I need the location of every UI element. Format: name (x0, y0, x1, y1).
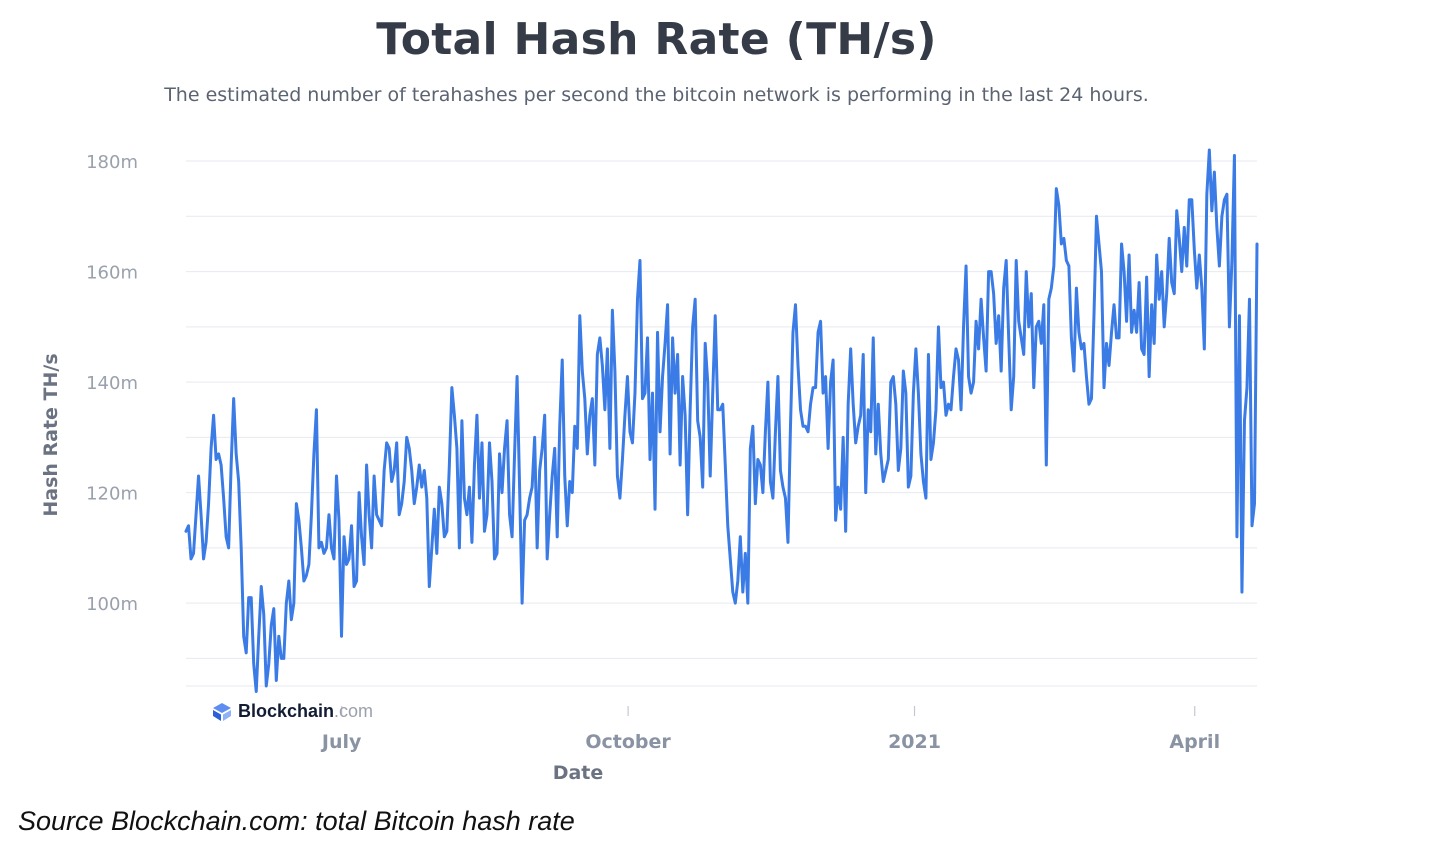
blockchain-watermark: Blockchain .com (212, 701, 373, 722)
x-tick-label: April (1169, 731, 1220, 753)
chart-subtitle: The estimated number of terahashes per s… (164, 84, 1149, 106)
x-tick-label: October (585, 731, 671, 753)
blockchain-logo-icon (213, 702, 231, 721)
y-tick-label: 120m (86, 484, 138, 505)
source-caption: Source Blockchain.com: total Bitcoin has… (18, 806, 575, 836)
y-tick-label: 100m (86, 594, 138, 615)
y-tick-label: 140m (86, 373, 138, 394)
x-tick-label: 2021 (888, 731, 941, 753)
y-axis-title: Hash Rate TH/s (40, 353, 62, 516)
watermark-brand: Blockchain (238, 701, 335, 721)
x-tick-label: July (320, 731, 362, 753)
watermark-domain: .com (334, 701, 374, 721)
chart-title: Total Hash Rate (TH/s) (376, 14, 937, 65)
y-tick-label: 180m (86, 152, 138, 173)
hash-rate-series-line (184, 148, 1259, 694)
x-axis-title: Date (553, 762, 604, 784)
y-tick-label: 160m (86, 263, 138, 284)
